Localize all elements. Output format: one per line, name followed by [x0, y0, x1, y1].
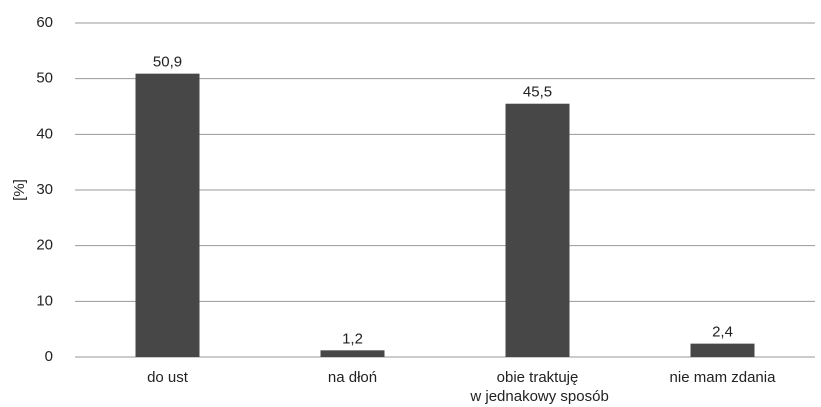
- y-axis-label: [%]: [11, 179, 28, 201]
- value-label: 2,4: [712, 324, 733, 341]
- x-tick-label: na dłoń: [328, 369, 377, 386]
- y-tick-label: 50: [36, 70, 53, 87]
- bar: [320, 350, 385, 357]
- y-tick-label: 40: [36, 125, 53, 142]
- x-tick-label: nie mam zdania: [670, 369, 777, 386]
- bar: [505, 103, 570, 357]
- bar: [690, 343, 755, 357]
- x-tick-label: obie traktuję w jednakowy sposób: [466, 369, 609, 405]
- y-tick-label: 60: [36, 14, 53, 31]
- y-tick-label: 10: [36, 292, 53, 309]
- y-tick-label: 30: [36, 181, 53, 198]
- y-tick-label: 0: [45, 348, 53, 365]
- value-label: 50,9: [153, 54, 182, 71]
- value-label: 1,2: [342, 330, 363, 347]
- value-label: 45,5: [523, 84, 552, 101]
- bar: [135, 73, 200, 357]
- x-tick-label: do ust: [147, 369, 189, 386]
- y-tick-label: 20: [36, 237, 53, 254]
